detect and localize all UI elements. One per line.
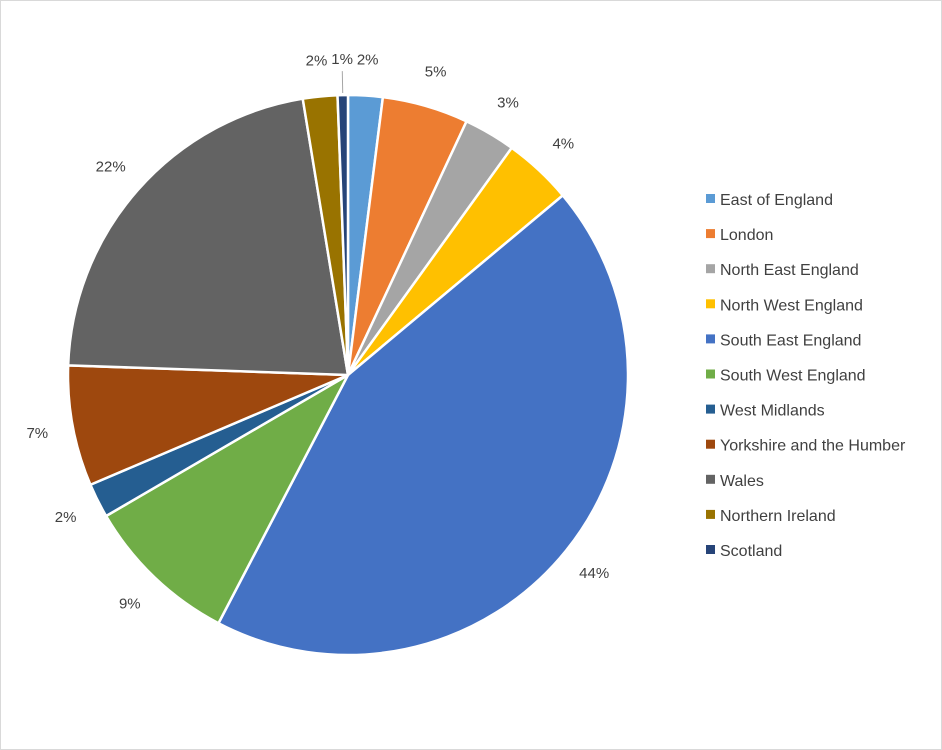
data-label-south-west-england: 9%	[119, 596, 141, 613]
legend-swatch-northern-ireland	[706, 509, 715, 519]
legend-label-east-of-england: East of England	[720, 192, 833, 209]
pie-slice-yorkshire-and-the-humber	[66, 364, 350, 487]
legend-swatch-yorkshire-and-the-humber	[706, 439, 715, 449]
legend-label-london: London	[720, 227, 773, 244]
legend-swatch-north-east-england	[706, 264, 715, 274]
legend-label-north-west-england: North West England	[720, 297, 863, 314]
legend-swatch-south-east-england	[706, 334, 715, 344]
data-label-east-of-england: 2%	[357, 52, 379, 69]
legend-label-scotland: Scotland	[720, 543, 782, 560]
data-label-north-west-england: 4%	[552, 136, 574, 153]
pie-slice-wales	[66, 97, 350, 377]
legend-swatch-west-midlands	[706, 404, 715, 414]
legend-swatch-wales	[706, 474, 715, 484]
pie-slices	[66, 93, 630, 657]
data-label-yorkshire-and-the-humber: 7%	[26, 425, 48, 442]
pie-slice-scotland	[336, 93, 350, 377]
data-labels: 2%5%3%4%44%9%2%7%22%2% 1%	[26, 51, 609, 613]
legend-swatch-north-west-england	[706, 299, 715, 309]
legend-swatch-scotland	[706, 545, 715, 554]
legend-label-west-midlands: West Midlands	[720, 403, 825, 420]
legend-label-wales: Wales	[720, 473, 764, 490]
data-label-west-midlands: 2%	[55, 509, 77, 526]
legend: East of England London North East England N…	[706, 192, 906, 560]
legend-label-south-east-england: South East England	[720, 332, 861, 349]
legend-label-south-west-england: South West England	[720, 368, 866, 385]
legend-swatch-east-of-england	[706, 194, 715, 203]
legend-label-northern-ireland: Northern Ireland	[720, 508, 836, 525]
data-label-scotland: 1%	[331, 51, 353, 68]
data-label-northern-ireland: 2%	[306, 53, 328, 70]
pie-slice-south-west-england	[104, 373, 350, 625]
data-label-south-east-england: 44%	[579, 565, 609, 582]
legend-swatch-south-west-england	[706, 369, 715, 379]
data-label-wales: 22%	[96, 158, 126, 175]
legend-label-yorkshire-and-the-humber: Yorkshire and the Humber	[720, 438, 906, 455]
data-label-london: 5%	[425, 63, 447, 80]
data-label-north-east-england: 3%	[497, 95, 519, 112]
legend-swatch-london	[706, 229, 715, 239]
legend-label-north-east-england: North East England	[720, 262, 859, 279]
pie-slice-south-east-england	[217, 194, 630, 657]
